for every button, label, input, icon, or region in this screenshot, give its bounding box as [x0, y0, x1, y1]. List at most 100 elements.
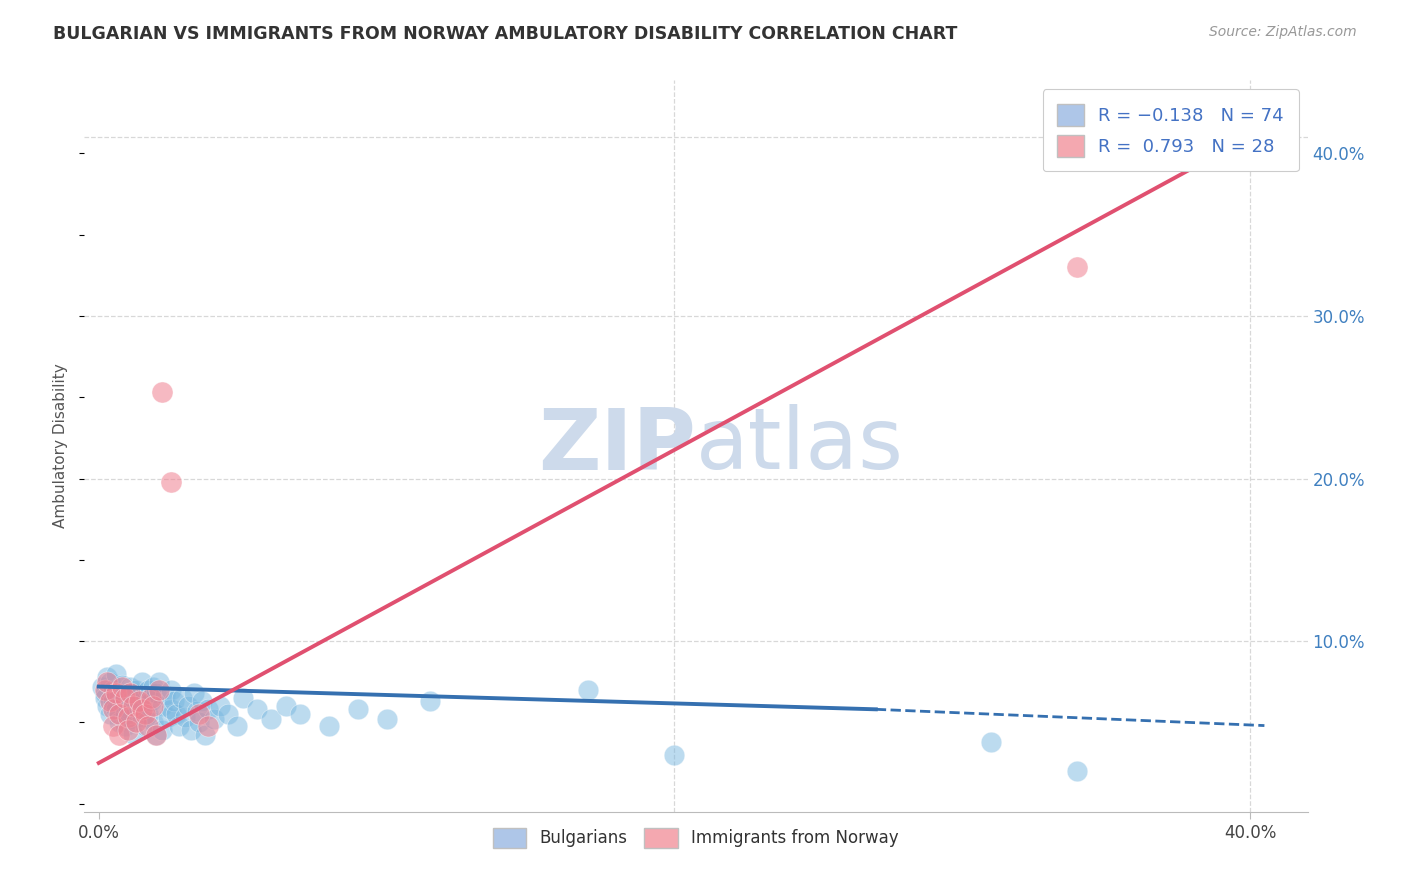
- Point: [101, 694, 124, 708]
- Point: [128, 694, 150, 708]
- Point: [1066, 260, 1088, 275]
- Point: [114, 690, 136, 705]
- Point: [125, 702, 148, 716]
- Point: [159, 682, 181, 697]
- Point: [156, 710, 179, 724]
- Point: [93, 690, 115, 705]
- Point: [122, 727, 145, 741]
- Point: [148, 682, 170, 697]
- Point: [117, 686, 139, 700]
- Point: [90, 680, 112, 694]
- Y-axis label: Ambulatory Disability: Ambulatory Disability: [53, 364, 69, 528]
- Point: [98, 694, 121, 708]
- Point: [159, 702, 181, 716]
- Text: BULGARIAN VS IMMIGRANTS FROM NORWAY AMBULATORY DISABILITY CORRELATION CHART: BULGARIAN VS IMMIGRANTS FROM NORWAY AMBU…: [53, 25, 957, 43]
- Point: [217, 707, 239, 722]
- Point: [208, 699, 231, 714]
- Point: [120, 686, 142, 700]
- Point: [576, 682, 599, 697]
- Point: [148, 674, 170, 689]
- Point: [145, 728, 167, 742]
- Point: [150, 699, 173, 714]
- Point: [139, 690, 162, 705]
- Text: Source: ZipAtlas.com: Source: ZipAtlas.com: [1209, 25, 1357, 39]
- Point: [98, 707, 121, 722]
- Point: [664, 747, 686, 762]
- Text: atlas: atlas: [696, 404, 904, 488]
- Text: ZIP: ZIP: [538, 404, 696, 488]
- Point: [117, 723, 139, 738]
- Point: [108, 707, 131, 722]
- Point: [183, 686, 205, 700]
- Point: [117, 702, 139, 716]
- Point: [93, 686, 115, 700]
- Point: [274, 699, 297, 714]
- Point: [159, 475, 181, 489]
- Point: [136, 718, 159, 732]
- Point: [125, 715, 148, 730]
- Point: [96, 670, 118, 684]
- Point: [136, 682, 159, 697]
- Point: [120, 680, 142, 694]
- Point: [105, 686, 128, 700]
- Point: [202, 712, 225, 726]
- Point: [191, 694, 214, 708]
- Point: [98, 674, 121, 689]
- Point: [232, 690, 254, 705]
- Point: [150, 723, 173, 738]
- Point: [117, 710, 139, 724]
- Point: [125, 682, 148, 697]
- Point: [134, 688, 156, 702]
- Point: [101, 702, 124, 716]
- Point: [174, 710, 197, 724]
- Point: [177, 699, 200, 714]
- Point: [1066, 764, 1088, 778]
- Point: [111, 678, 134, 692]
- Point: [105, 702, 128, 716]
- Point: [134, 707, 156, 722]
- Point: [136, 707, 159, 722]
- Point: [188, 715, 211, 730]
- Point: [169, 718, 191, 732]
- Point: [93, 682, 115, 697]
- Point: [375, 712, 398, 726]
- Point: [142, 699, 165, 714]
- Point: [114, 718, 136, 732]
- Point: [131, 674, 153, 689]
- Point: [197, 702, 219, 716]
- Point: [346, 702, 368, 716]
- Point: [120, 712, 142, 726]
- Point: [186, 704, 208, 718]
- Point: [188, 707, 211, 722]
- Point: [96, 674, 118, 689]
- Point: [142, 680, 165, 694]
- Point: [108, 715, 131, 730]
- Point: [105, 666, 128, 681]
- Point: [153, 688, 176, 702]
- Legend: Bulgarians, Immigrants from Norway: Bulgarians, Immigrants from Norway: [486, 821, 905, 855]
- Point: [111, 680, 134, 694]
- Point: [114, 707, 136, 722]
- Point: [419, 694, 441, 708]
- Point: [108, 728, 131, 742]
- Point: [134, 718, 156, 732]
- Point: [172, 690, 194, 705]
- Point: [131, 710, 153, 724]
- Point: [108, 688, 131, 702]
- Point: [111, 696, 134, 710]
- Point: [260, 712, 283, 726]
- Point: [122, 690, 145, 705]
- Point: [246, 702, 269, 716]
- Point: [145, 728, 167, 742]
- Point: [162, 694, 184, 708]
- Point: [145, 686, 167, 700]
- Point: [197, 718, 219, 732]
- Point: [96, 699, 118, 714]
- Point: [180, 723, 202, 738]
- Point: [139, 694, 162, 708]
- Point: [980, 735, 1002, 749]
- Point: [225, 718, 247, 732]
- Point: [131, 702, 153, 716]
- Point: [128, 696, 150, 710]
- Point: [150, 385, 173, 400]
